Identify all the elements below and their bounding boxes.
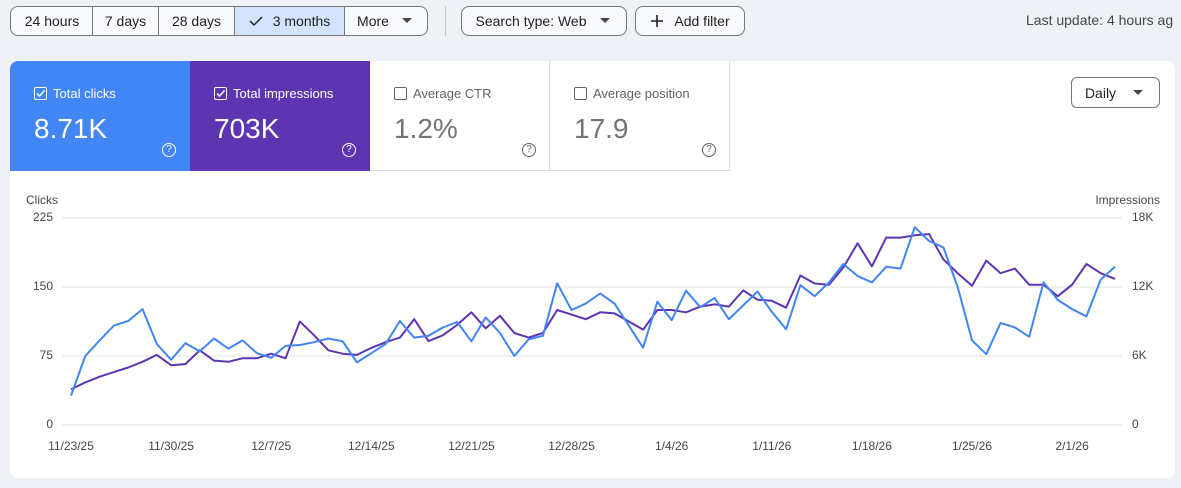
y2-tick-label: 0 <box>1132 417 1139 431</box>
data-line <box>70 233 1116 391</box>
checkbox[interactable] <box>394 87 407 100</box>
metric-card[interactable]: Average position 17.9? <box>550 61 730 171</box>
y-tick-label: 75 <box>40 348 54 362</box>
y-tick-label: 0 <box>46 417 53 431</box>
metric-value: 17.9 <box>574 113 629 144</box>
help-icon: ? <box>162 143 176 157</box>
help-icon: ? <box>522 143 536 157</box>
add-filter-button[interactable]: Add filter <box>635 6 745 36</box>
x-tick-label: 12/21/25 <box>448 439 495 453</box>
x-tick-label: 1/18/26 <box>852 439 892 453</box>
metric-value: 8.71K <box>34 113 108 144</box>
y-tick-label: 225 <box>33 210 53 224</box>
search-type-text: Search type: Web <box>475 13 587 29</box>
x-tick-label: 1/25/26 <box>952 439 992 453</box>
y2-tick-label: 18K <box>1132 210 1153 224</box>
granularity-button[interactable]: Daily <box>1071 77 1160 108</box>
x-tick-label: 2/1/26 <box>1055 439 1089 453</box>
checkbox[interactable] <box>214 87 227 100</box>
y2-tick-label: 12K <box>1132 279 1153 293</box>
help-icon: ? <box>702 143 716 157</box>
range-button[interactable]: 28 days <box>158 6 235 36</box>
y-axis-title: Clicks <box>26 193 58 207</box>
x-tick-label: 12/7/25 <box>251 439 291 453</box>
x-tick-label: 1/4/26 <box>655 439 689 453</box>
range-button[interactable]: 24 hours <box>10 6 94 36</box>
metric-card[interactable]: Total clicks 8.71K? <box>10 61 190 171</box>
granularity-text: Daily <box>1084 84 1117 101</box>
x-tick-label: 12/28/25 <box>548 439 595 453</box>
metric-label: Total impressions <box>233 86 334 101</box>
dropdown-icon <box>1133 89 1144 95</box>
data-line <box>70 226 1116 396</box>
metric-value: 1.2% <box>394 113 458 144</box>
metric-value: 703K <box>214 113 280 144</box>
checkbox[interactable] <box>574 87 587 100</box>
dropdown-icon <box>599 18 610 23</box>
plus-icon <box>651 15 664 27</box>
y-tick-label: 150 <box>33 279 53 293</box>
add-filter-text: Add filter <box>674 13 730 29</box>
range-text: More <box>357 13 389 29</box>
check-icon <box>249 16 263 27</box>
range-button[interactable]: 3 months <box>234 6 345 36</box>
checkbox[interactable] <box>34 87 47 100</box>
divider <box>445 6 446 36</box>
range-text: 7 days <box>104 13 147 29</box>
metric-card[interactable]: Total impressions 703K? <box>190 61 370 171</box>
metric-label: Average CTR <box>413 86 492 101</box>
y2-axis-title: Impressions <box>1095 193 1160 207</box>
range-text: 28 days <box>171 13 222 29</box>
range-button[interactable]: More <box>344 6 428 36</box>
x-tick-label: 12/14/25 <box>348 439 395 453</box>
x-tick-label: 1/11/26 <box>752 439 791 453</box>
metric-label: Total clicks <box>53 86 116 101</box>
performance-panel: Total clicks 8.71K? Total impressions 703K?… <box>10 61 1175 478</box>
check-icon <box>216 89 226 98</box>
metric-card[interactable]: Average CTR 1.2%? <box>370 61 550 171</box>
dropdown-icon <box>401 18 412 23</box>
x-tick-label: 11/23/25 <box>48 439 94 453</box>
range-text: 3 months <box>272 13 331 29</box>
range-text: 24 hours <box>24 13 80 29</box>
y2-tick-label: 6K <box>1132 348 1147 362</box>
help-icon: ? <box>342 143 356 157</box>
range-button[interactable]: 7 days <box>92 6 159 36</box>
search-type-button[interactable]: Search type: Web <box>461 6 627 36</box>
x-tick-label: 11/30/25 <box>148 439 194 453</box>
metric-label: Average position <box>593 86 690 101</box>
last-update: Last update: 4 hours ag <box>1026 12 1174 28</box>
check-icon <box>36 89 46 98</box>
